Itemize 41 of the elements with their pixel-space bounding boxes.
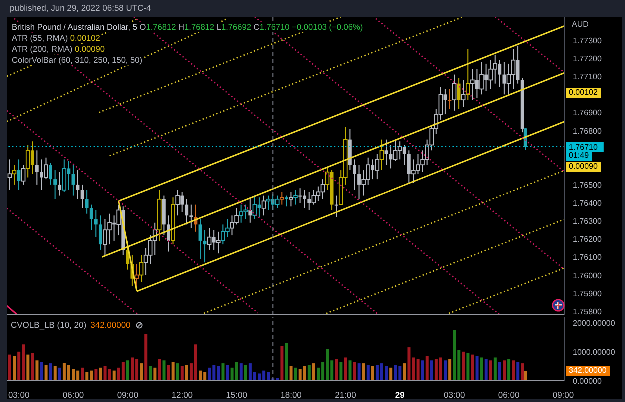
chart-title: CVOLB_LB (10, 20) — [11, 320, 87, 330]
y-tick-label: 0.00000 — [573, 377, 602, 386]
text: 342.00000 — [566, 366, 610, 376]
y-tick-label: 1.76100 — [573, 253, 602, 262]
x-tick-label: 29 — [395, 390, 406, 400]
chart-subtitle: 342.00000 — [90, 320, 131, 330]
y-tick-label: 1.75900 — [573, 289, 602, 298]
y-tick-label: 1.76800 — [573, 126, 602, 136]
ref-line-label: 1.76710 — [569, 143, 598, 152]
y-tick-label: 1.75800 — [573, 307, 602, 316]
text: O1.76812 H1.76812 L1.76692 C1.76710 −0.00103 (−0.06%) — [140, 22, 364, 32]
y-tick-label: 2000.00000 — [573, 318, 616, 328]
x-tick-label: 15:00 — [226, 390, 248, 400]
annotation: ATR (55, RMA) 0.00102 — [11, 33, 102, 43]
x-tick-label: 18:00 — [280, 390, 302, 400]
x-tick-label: 03:00 — [444, 390, 466, 400]
y-tick-label: 1.76000 — [573, 271, 602, 280]
text: British Pound / Australian Dollar, 5 — [12, 22, 138, 32]
x-tick-label: 06:00 — [62, 390, 84, 400]
annotation: ColorVolBar (60, 310, 250, 150, 50) — [11, 55, 144, 65]
y-tick-label: 1.76900 — [573, 108, 602, 118]
x-tick-label: 06:00 — [498, 390, 520, 400]
y-tick-label: 1.77300 — [573, 36, 602, 46]
x-tick-label: 03:00 — [8, 390, 30, 400]
annotation: ATR (200, RMA) 0.00090 — [11, 44, 106, 54]
text: 0.00090 — [566, 162, 601, 172]
y-axis-title: AUD — [572, 20, 589, 29]
x-tick-label: 21:00 — [335, 390, 357, 400]
y-tick-label: 1.76200 — [573, 235, 602, 244]
y-tick-label: 1.76300 — [573, 217, 602, 226]
x-tick-label: 09:00 — [552, 390, 574, 400]
y-tick-label: 1.76500 — [573, 180, 602, 190]
y-tick-label: 1.76400 — [573, 199, 602, 208]
y-tick-label: 1.77200 — [573, 54, 602, 64]
y-tick-label: 1000.00000 — [573, 348, 616, 357]
x-tick-label: 09:00 — [117, 390, 139, 400]
text: 0.00102 — [566, 88, 601, 98]
text: 01:49 — [566, 150, 592, 161]
text: published, Jun 29, 2022 06:58 UTC-4 — [10, 3, 152, 13]
x-tick-label: 12:00 — [172, 390, 194, 400]
y-tick-label: 1.77100 — [573, 72, 602, 82]
